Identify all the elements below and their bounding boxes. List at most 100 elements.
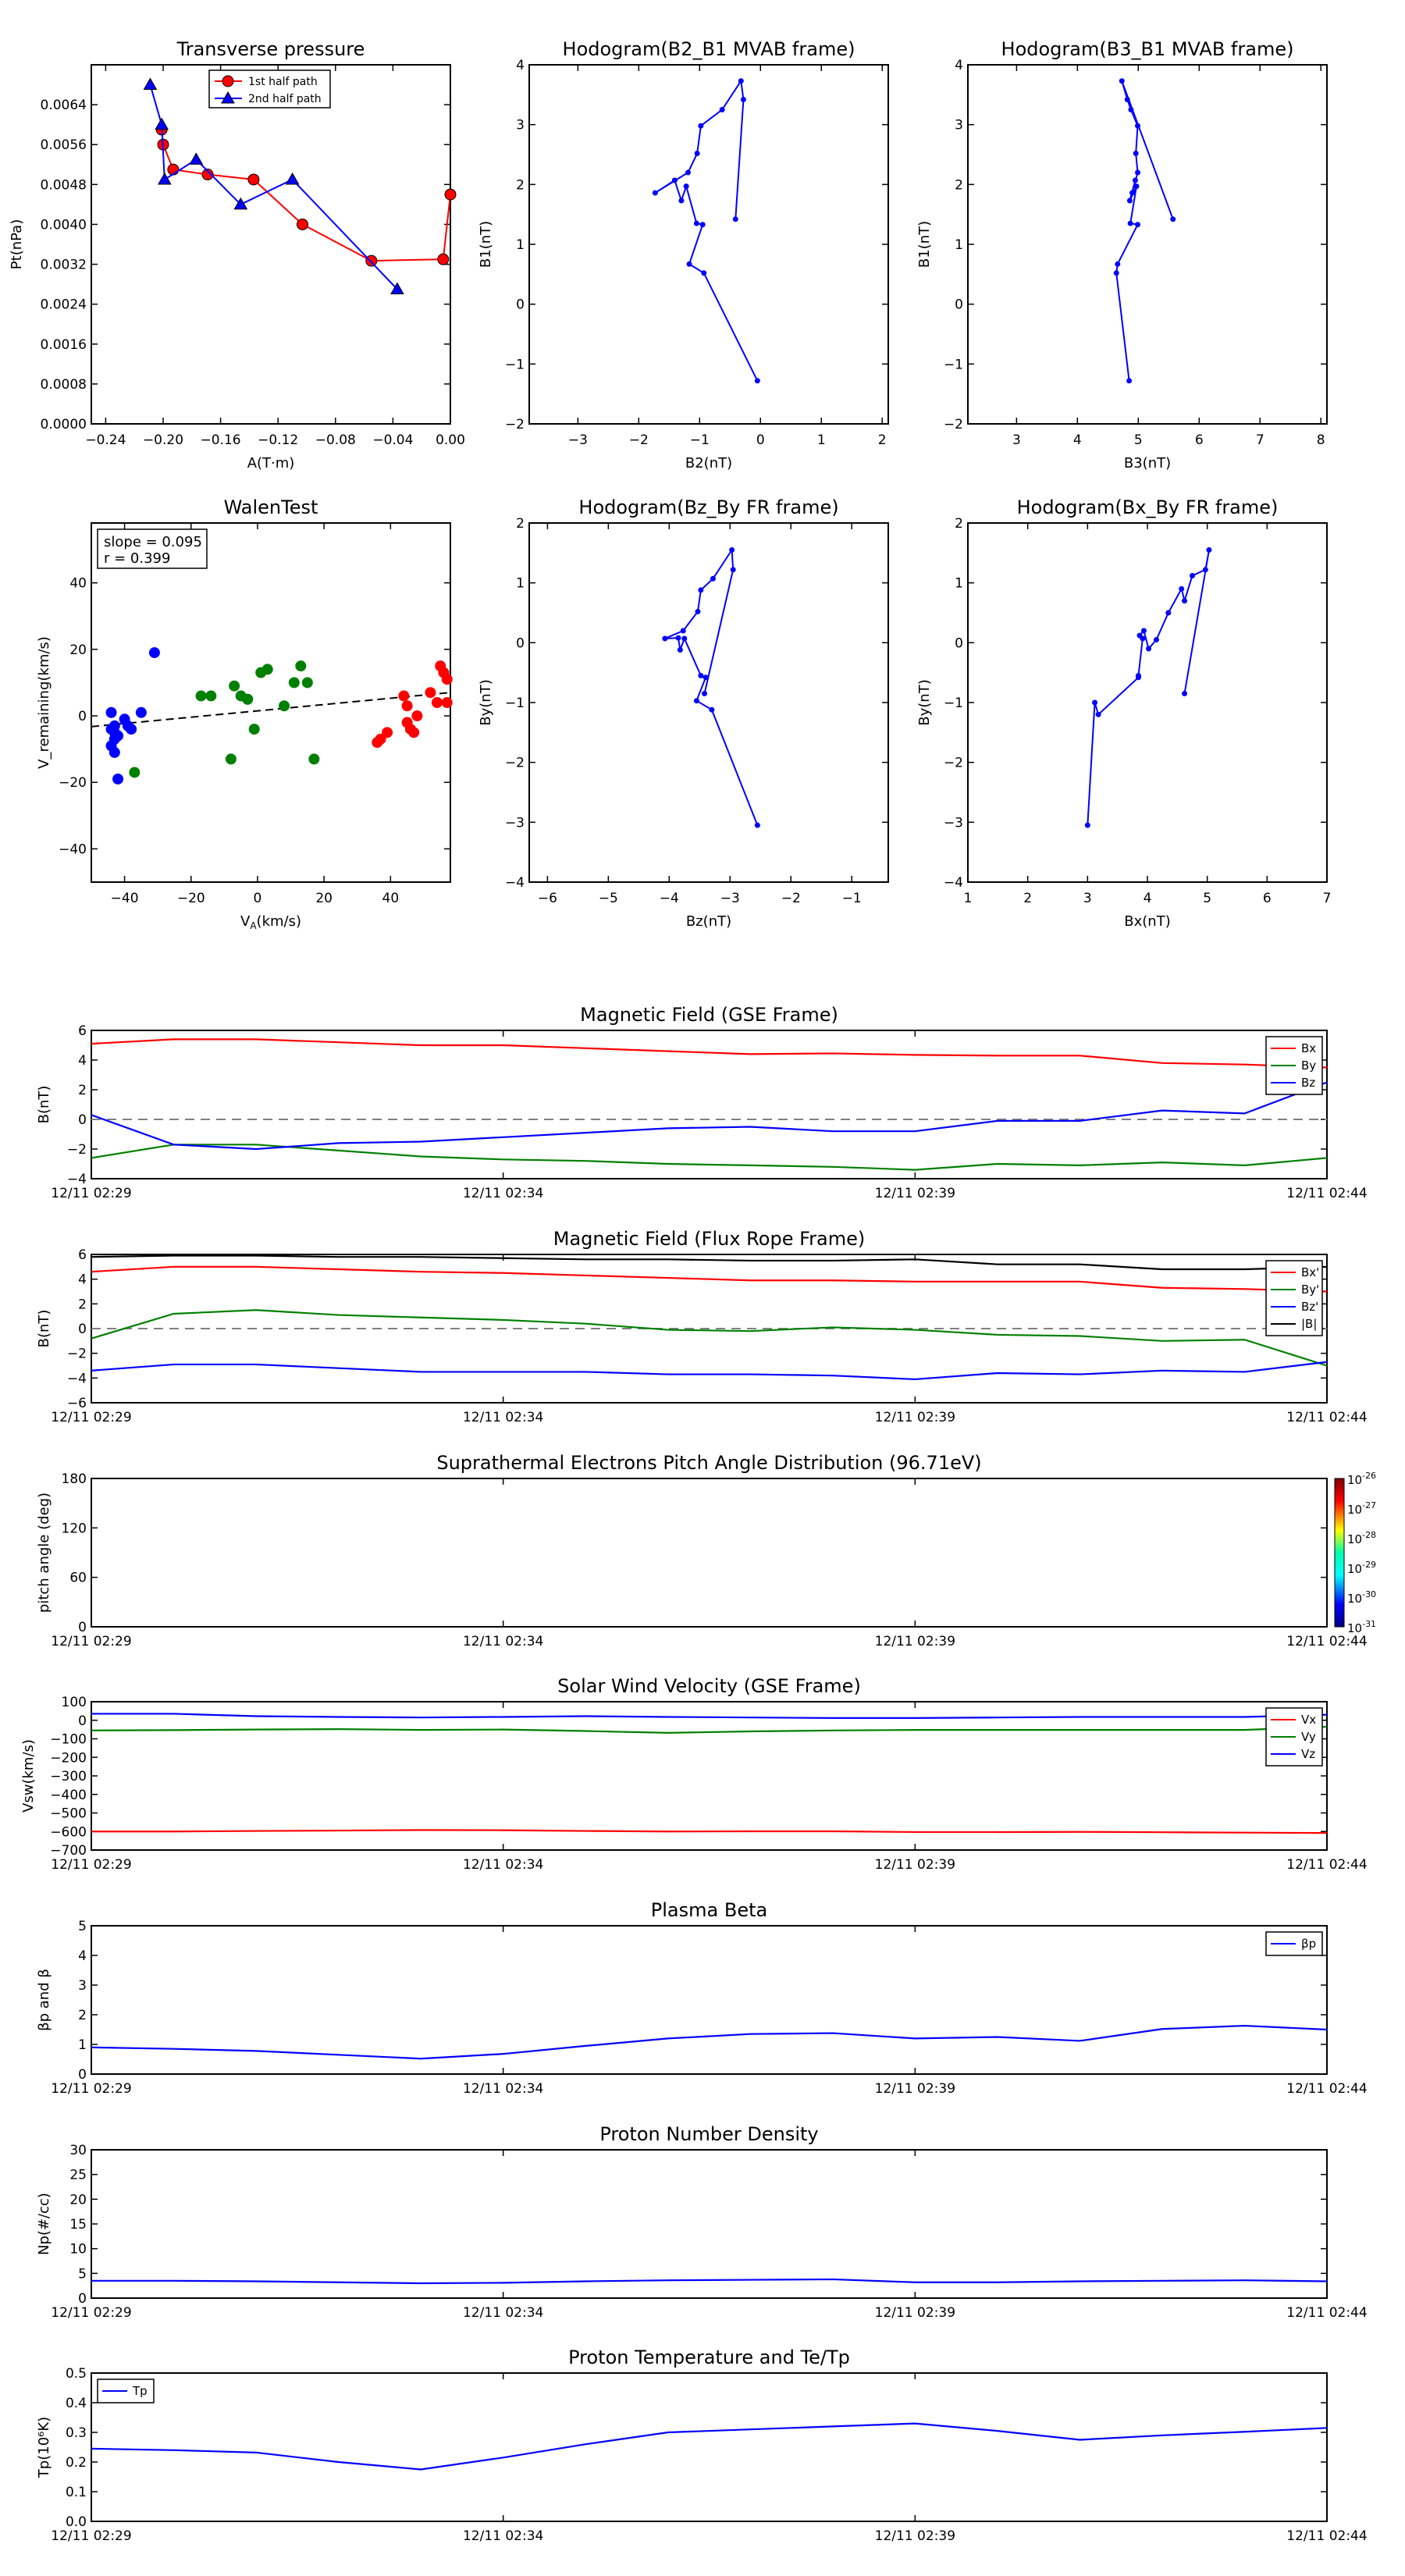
data-point [247, 173, 260, 186]
y-tick-label: 180 [62, 1471, 87, 1487]
y-tick-label: 0 [516, 297, 525, 313]
legend: βp [1265, 1931, 1323, 1956]
chart-temp: Proton Temperature and Te/Tp 0.0 0.1 0.2 0.3… [36, 2347, 1368, 2544]
y-tick-label: −300 [50, 1769, 87, 1784]
data-point [740, 96, 746, 102]
y-tick-label: −3 [505, 815, 525, 831]
y-tick-label: 1 [78, 2037, 87, 2053]
y-tick-label: 1 [955, 576, 963, 592]
y-tick-label: 10 [69, 2242, 87, 2258]
data-point [681, 635, 688, 642]
y-tick-label: −2 [505, 417, 525, 432]
y-tick-label: 3 [516, 118, 525, 133]
x-tick-label: 12/11 02:39 [875, 1634, 955, 1649]
series-line [91, 2422, 1328, 2471]
y-tick-label: −6 [67, 1396, 87, 1411]
x-tick-label: −4 [660, 891, 679, 906]
x-tick-label: 12/11 02:39 [875, 2305, 955, 2321]
x-tick-label: 0 [756, 432, 765, 448]
y-tick-label: 2 [516, 177, 525, 193]
y-tick-label: −100 [50, 1732, 87, 1748]
legend-label: Bx' [1301, 1265, 1319, 1279]
y-tick-label: 4 [78, 1272, 87, 1288]
x-tick-label: 1 [817, 432, 826, 448]
legend-label: Tp [132, 2384, 148, 2398]
data-point [652, 190, 658, 196]
x-tick-label: 12/11 02:34 [463, 2305, 543, 2321]
data-point [1092, 699, 1098, 706]
plot-frame [91, 1701, 1328, 1851]
x-tick-label: 12/11 02:29 [51, 1186, 131, 1201]
data-point [195, 690, 207, 702]
y-tick-label: 5 [78, 1919, 87, 1934]
x-tick-label: 7 [1323, 891, 1332, 906]
y-tick-label: −2 [67, 1347, 87, 1362]
x-tick-label: −2 [629, 432, 649, 448]
x-axis-label: B2(nT) [685, 455, 732, 471]
x-tick-label: −0.16 [201, 432, 241, 448]
legend: Bx By Bz [1265, 1036, 1323, 1095]
data-point [295, 660, 307, 672]
data-point [205, 690, 217, 702]
y-tick-label: −1 [944, 696, 963, 711]
data-point [1154, 637, 1159, 642]
x-axis-label: A(T·m) [247, 455, 295, 471]
plot-frame [91, 64, 451, 425]
chart-title: Hodogram(Bx_By FR frame) [1017, 496, 1279, 518]
data-point [671, 177, 678, 183]
data-point [390, 282, 404, 294]
y-axis-label: V_remaining(km/s) [36, 636, 52, 769]
data-point [189, 152, 204, 165]
x-tick-label: −3 [720, 891, 740, 906]
data-point [1190, 572, 1195, 578]
series-line [91, 2024, 1328, 2060]
data-point [683, 183, 689, 190]
x-tick-label: −0.04 [372, 432, 413, 448]
x-tick-label: 12/11 02:39 [875, 1410, 955, 1425]
y-tick-label: 0.0024 [41, 297, 87, 313]
y-tick-label: 0 [955, 297, 963, 313]
x-tick-label: 12/11 02:34 [463, 1186, 543, 1201]
data-point [225, 753, 237, 765]
x-tick-label: −1 [690, 432, 710, 448]
y-axis-label: Tp(10⁶K) [36, 2417, 52, 2478]
chart-title: Magnetic Field (GSE Frame) [580, 1004, 838, 1026]
y-tick-label: 0.2 [66, 2455, 87, 2471]
x-tick-label: 12/11 02:44 [1286, 2528, 1367, 2544]
data-point [1135, 169, 1141, 176]
data-point [201, 169, 214, 181]
data-point [1115, 261, 1121, 267]
data-point [1136, 673, 1141, 678]
series-line [91, 1081, 1328, 1151]
y-tick-label: 0.0048 [41, 177, 87, 193]
data-point [285, 172, 300, 185]
y-tick-label: −200 [50, 1750, 87, 1766]
chart-bgse: Magnetic Field (GSE Frame) −4 −2 0 2 4 6 12/11 … [36, 1004, 1368, 1201]
y-tick-label: 0.0016 [41, 337, 87, 353]
x-tick-label: −0.24 [85, 432, 126, 448]
series-line [91, 1144, 1328, 1171]
x-axis-label: Bz(nT) [686, 913, 731, 930]
x-tick-label: −1 [842, 891, 862, 906]
data-point [701, 270, 707, 276]
data-point [1182, 691, 1188, 696]
data-point [301, 677, 313, 688]
chart-hodo2: Hodogram(B3_B1 MVAB frame) 3 4 5 6 7 8 −2 −1 0 1 2 3… [916, 38, 1328, 471]
y-tick-label: 0.0008 [41, 377, 87, 393]
x-tick-label: 12/11 02:39 [875, 1857, 955, 1873]
y-tick-label: 1 [516, 576, 525, 592]
plot-frame [91, 1925, 1328, 2075]
x-tick-label: 12/11 02:34 [463, 1857, 543, 1873]
x-tick-label: 12/11 02:34 [463, 1634, 543, 1649]
data-point [135, 706, 147, 718]
y-axis-label: Vsw(km/s) [20, 1739, 37, 1813]
x-tick-label: 2 [878, 432, 887, 448]
data-point [108, 746, 120, 758]
data-point [1135, 123, 1141, 129]
legend: Vx Vy Vz [1265, 1707, 1323, 1767]
data-point [261, 664, 273, 675]
y-tick-label: 60 [69, 1571, 87, 1586]
y-tick-label: 0 [955, 635, 963, 651]
y-axis-label: By(nT) [916, 679, 933, 725]
